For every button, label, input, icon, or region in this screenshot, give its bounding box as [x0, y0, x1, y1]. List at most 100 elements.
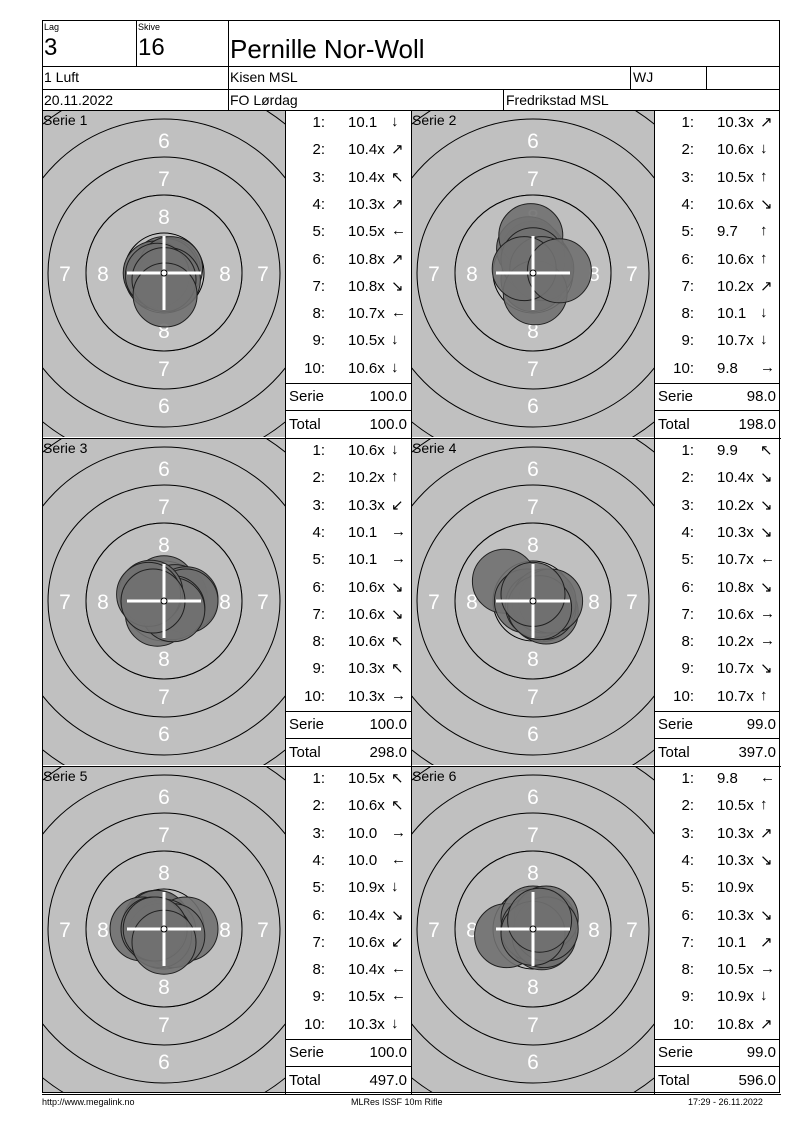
shot-score: 10.9x: [348, 879, 385, 897]
center-crosshair: [496, 892, 570, 966]
shot-row: 8: 10.2x →: [655, 629, 780, 656]
direction-arrow-icon: ↗: [391, 195, 404, 213]
divider: [42, 438, 412, 439]
shot-score: 9.8: [717, 770, 738, 787]
shot-number: 5:: [681, 551, 694, 569]
shot-row: 2: 10.6x ↓: [655, 137, 780, 164]
shot-row: 9: 10.5x ↓: [286, 328, 411, 355]
shot-table: 1: 9.9 ↖ 2: 10.4x ↘ 3: 10.2x ↘ 4: 10.3x ↘ 5: 10.7x ← 6:…: [655, 438, 780, 766]
serie-sum-label: Serie: [658, 716, 694, 733]
divider: [411, 1094, 781, 1095]
shot-score: 10.1: [348, 551, 378, 569]
shot-row: 10: 9.8 →: [655, 356, 780, 383]
ring-number-label: 8: [97, 591, 109, 614]
center-crosshair: [127, 892, 201, 966]
shot-row: 7: 10.6x →: [655, 602, 780, 629]
serie-sum-value: 100.0: [369, 716, 407, 733]
divider: [411, 438, 781, 439]
direction-arrow-icon: ←: [391, 222, 406, 240]
shot-row: 6: 10.4x ↘: [286, 903, 411, 930]
shot-number: 7:: [312, 933, 325, 951]
shot-score: 10.4x: [348, 141, 385, 159]
target-ring: [43, 118, 285, 428]
ring-number-label: 6: [158, 1051, 170, 1074]
shot-score: 10.0: [348, 851, 378, 869]
shot-number: 8:: [312, 633, 325, 651]
ring-number-label: 7: [158, 824, 170, 847]
shot-row: 5: 10.7x ←: [655, 547, 780, 574]
divider: [411, 110, 412, 438]
shot-score: 9.8: [717, 359, 738, 377]
shot-table: 1: 10.3x ↗ 2: 10.6x ↓ 3: 10.5x ↑ 4: 10.6x ↘ 5: 9.7 ↑ 6:…: [655, 110, 780, 438]
shot-number: 6:: [681, 578, 694, 596]
direction-arrow-icon: ↖: [391, 660, 404, 678]
ring-number-label: 6: [158, 130, 170, 153]
shot-number: 8:: [681, 305, 694, 323]
ring-number-label: 7: [626, 263, 638, 286]
shot-row: 3: 10.2x ↘: [655, 493, 780, 520]
shot-score: 10.3x: [717, 523, 754, 541]
shot-row: 6: 10.8x ↘: [655, 575, 780, 602]
direction-arrow-icon: ↓: [760, 987, 768, 1005]
shot-row: 5: 10.9x ↓: [286, 875, 411, 902]
divider: [286, 1039, 411, 1040]
shot-number: 10:: [304, 1015, 325, 1033]
series-label: Serie 2: [412, 112, 457, 128]
target-ring: [43, 774, 285, 1084]
ring-number-label: 8: [158, 206, 170, 229]
shot-score: 10.6x: [348, 933, 385, 951]
direction-arrow-icon: ↑: [391, 468, 399, 486]
series-block: 6 7 8 6 7 8 7 8 8 7 Serie 1 1: 10.1 ↓ 2: 10.4x ↗ 3: 10.4x ↖…: [42, 110, 412, 439]
divider: [411, 438, 412, 766]
ring-number-label: 7: [257, 591, 269, 614]
ring-number-label: 7: [59, 591, 71, 614]
shot-number: 2:: [681, 141, 694, 159]
direction-arrow-icon: ↓: [391, 358, 399, 376]
direction-arrow-icon: →: [391, 522, 406, 540]
shot-number: 8:: [312, 961, 325, 979]
shot-score: 10.7x: [717, 332, 754, 350]
shot-number: 4:: [681, 195, 694, 213]
shot-score: 10.3x: [348, 195, 385, 213]
divider: [285, 110, 286, 438]
shot-number: 9:: [681, 660, 694, 678]
direction-arrow-icon: ↑: [760, 167, 768, 185]
shot-number: 5:: [312, 879, 325, 897]
series-block: 6 7 8 6 7 8 7 8 8 7 Serie 4 1: 9.9 ↖ 2: 10.4x ↘ 3: 10.2x ↘ 4…: [411, 438, 781, 767]
direction-arrow-icon: ↓: [391, 331, 399, 349]
shot-row: 1: 10.3x ↗: [655, 110, 780, 137]
ring-number-label: 7: [257, 263, 269, 286]
direction-arrow-icon: ↓: [391, 878, 399, 896]
total-sum-value: 298.0: [369, 744, 407, 761]
shot-number: 4:: [681, 523, 694, 541]
direction-arrow-icon: ↖: [391, 797, 404, 815]
total-sum-label: Total: [658, 416, 690, 433]
shot-row: 8: 10.1 ↓: [655, 301, 780, 328]
shot-number: 10:: [304, 687, 325, 705]
shot-score: 10.7x: [717, 660, 754, 678]
shot-number: 6:: [312, 578, 325, 596]
shot-number: 7:: [681, 277, 694, 295]
direction-arrow-icon: ↗: [760, 824, 773, 842]
direction-arrow-icon: →: [760, 960, 775, 978]
ring-number-label: 8: [466, 919, 478, 942]
shot-number: 3:: [681, 168, 694, 186]
direction-arrow-icon: ↓: [760, 304, 768, 322]
shot-row: 1: 9.9 ↖: [655, 438, 780, 465]
target-ring: [412, 446, 654, 756]
ring-number-label: 7: [527, 358, 539, 381]
ring-number-label: 6: [158, 395, 170, 418]
shot-score: 10.8x: [717, 578, 754, 596]
shot-score: 10.2x: [717, 496, 754, 514]
ring-number-label: 7: [59, 263, 71, 286]
lag-label: Lag: [44, 22, 60, 32]
total-sum-label: Total: [289, 744, 321, 761]
ring-number-label: 8: [219, 263, 231, 286]
shot-score: 10.4x: [348, 906, 385, 924]
ring-number-label: 8: [158, 648, 170, 671]
shot-number: 3:: [312, 824, 325, 842]
